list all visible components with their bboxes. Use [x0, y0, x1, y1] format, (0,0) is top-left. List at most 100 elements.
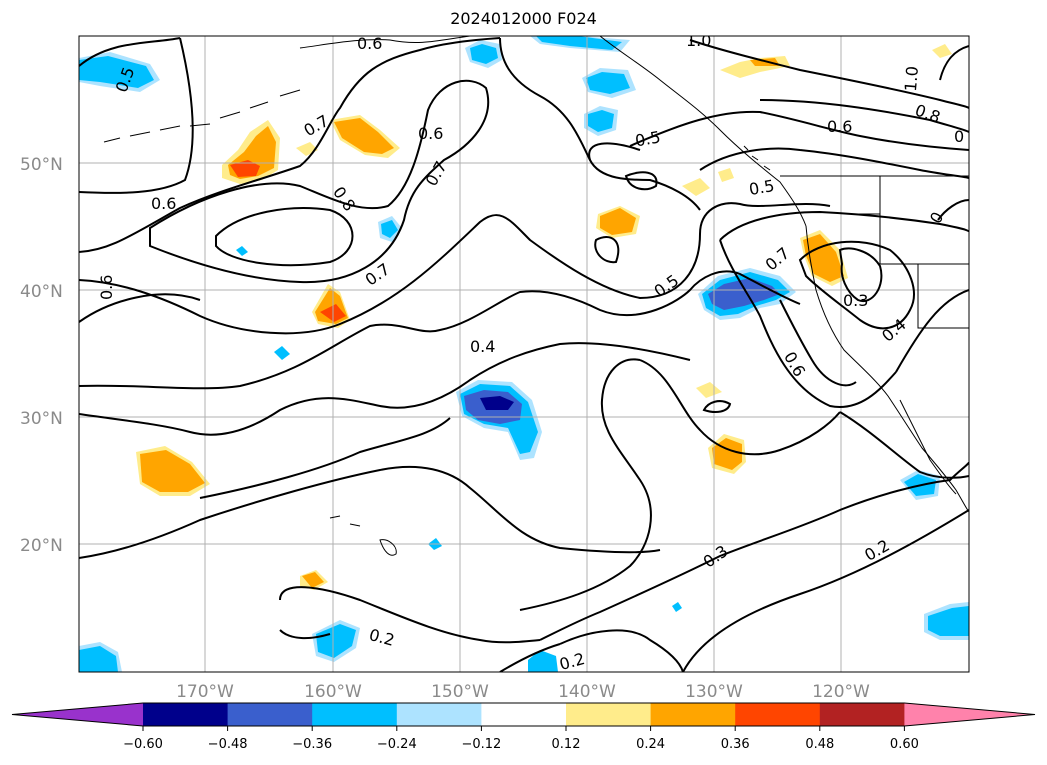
- colorbar-segment: [396, 703, 482, 726]
- anomaly-positive: [682, 178, 710, 196]
- contour-line: [759, 99, 969, 133]
- lat-label: 50°N: [20, 155, 63, 175]
- colorbar-extend-max: [904, 703, 1035, 726]
- contour-line: [699, 147, 969, 179]
- contour-line: [838, 247, 883, 303]
- colorbar-segment: [481, 703, 567, 726]
- contour-lines: [79, 37, 969, 672]
- colorbar-segment: [735, 703, 821, 726]
- contour-line: [702, 400, 732, 413]
- contour-line: [895, 289, 969, 373]
- contour-label: 0.2: [557, 649, 587, 674]
- contour-line: [594, 235, 620, 264]
- colorbar-segment: [312, 703, 398, 726]
- contour-label: 0.6: [357, 34, 382, 53]
- contour-line: [689, 39, 969, 109]
- contour-line: [149, 79, 489, 284]
- contour-line: [588, 142, 641, 161]
- contour-line: [539, 461, 969, 641]
- lat-label: 20°N: [20, 536, 63, 556]
- anomaly-positive: [696, 382, 722, 398]
- anomaly-positive: [230, 160, 260, 177]
- contour-line: [499, 643, 561, 672]
- anomaly-negative: [588, 110, 614, 132]
- contour-line: [839, 411, 969, 479]
- map-frame: [78, 35, 970, 673]
- anomaly-positive: [334, 118, 394, 154]
- lat-label: 40°N: [20, 282, 63, 302]
- coastline-alaska-bc: [299, 36, 807, 227]
- contour-line: [624, 171, 658, 191]
- contour-line: [559, 629, 684, 672]
- colorbar-segment: [227, 703, 313, 726]
- contour-label: 0.4: [470, 337, 495, 356]
- contour-line: [519, 358, 652, 611]
- contour-line: [79, 37, 194, 194]
- contour-line: [215, 207, 354, 267]
- contour-line: [682, 509, 969, 672]
- latitude-labels: 50°N 40°N 30°N 20°N: [20, 155, 63, 556]
- aleutian-islands: [103, 89, 301, 143]
- contour-label: 0.6: [97, 275, 116, 300]
- anomaly-positive: [302, 572, 324, 588]
- contour-line: [199, 417, 451, 499]
- contour-line: [79, 342, 691, 436]
- contour-label: 0.6: [151, 194, 176, 213]
- anomaly-positive: [600, 208, 636, 235]
- contour-label: 1.0: [686, 31, 711, 50]
- anomaly-negative: [274, 346, 290, 360]
- contour-label: 0.5: [634, 127, 662, 150]
- colorbar-tick-label: −0.24: [377, 737, 417, 752]
- island-hawaii: [329, 515, 397, 556]
- contour-line: [639, 359, 841, 456]
- longitude-labels: 170°W 160°W 150°W 140°W 130°W 120°W: [176, 682, 870, 702]
- coastlines: [103, 36, 969, 556]
- colorbar-tick-label: 0.12: [552, 737, 581, 752]
- anomaly-negative: [928, 606, 969, 636]
- anomaly-positive: [932, 44, 952, 58]
- graticule: [79, 36, 969, 672]
- contour-label: 0: [954, 127, 964, 146]
- colorbar-segment: [566, 703, 652, 726]
- anomaly-negative: [381, 220, 398, 238]
- contour-line: [719, 239, 897, 408]
- anomaly-negative: [586, 72, 630, 94]
- anomaly-negative: [79, 646, 118, 672]
- map-title: 2024012000 F024: [450, 9, 597, 28]
- anomaly-negative: [672, 602, 682, 612]
- colorbar-tick-label: 0.24: [636, 737, 665, 752]
- anomaly-negative: [316, 624, 356, 658]
- colorbar-tick-label: 0.60: [890, 737, 919, 752]
- contour-line: [798, 240, 915, 330]
- anomaly-negative: [79, 56, 154, 88]
- colorbar-segment: [143, 703, 229, 726]
- lat-label: 30°N: [20, 409, 63, 429]
- contour-line: [79, 270, 801, 390]
- anomaly-positive: [140, 450, 205, 492]
- contour-line: [79, 202, 831, 335]
- anomaly-positive: [718, 168, 734, 182]
- colorbar-tick-label: 0.48: [805, 737, 834, 752]
- lon-label: 160°W: [304, 682, 362, 702]
- contour-line: [719, 210, 969, 241]
- contour-label: 0.3: [843, 291, 868, 310]
- anomaly-negative: [536, 36, 622, 50]
- colorbar-tick-label: −0.36: [292, 737, 332, 752]
- lon-label: 150°W: [431, 682, 489, 702]
- island-chain: [743, 145, 771, 171]
- coastline-us-west: [805, 225, 969, 513]
- contour-line: [937, 199, 969, 221]
- colorbar-segment: [819, 703, 905, 726]
- contour-label: 0.5: [747, 176, 775, 199]
- contour-line: [79, 37, 501, 253]
- contour-label: 0.6: [827, 117, 852, 136]
- contour-line: [629, 110, 969, 151]
- anomaly-negative: [470, 44, 498, 64]
- contour-label: 0.6: [418, 124, 443, 143]
- contour-line: [79, 293, 201, 323]
- colorbar-extend-min: [12, 703, 143, 726]
- anomaly-negative: [236, 246, 248, 256]
- anomaly-positive: [803, 234, 844, 282]
- anomaly-negative: [480, 396, 514, 410]
